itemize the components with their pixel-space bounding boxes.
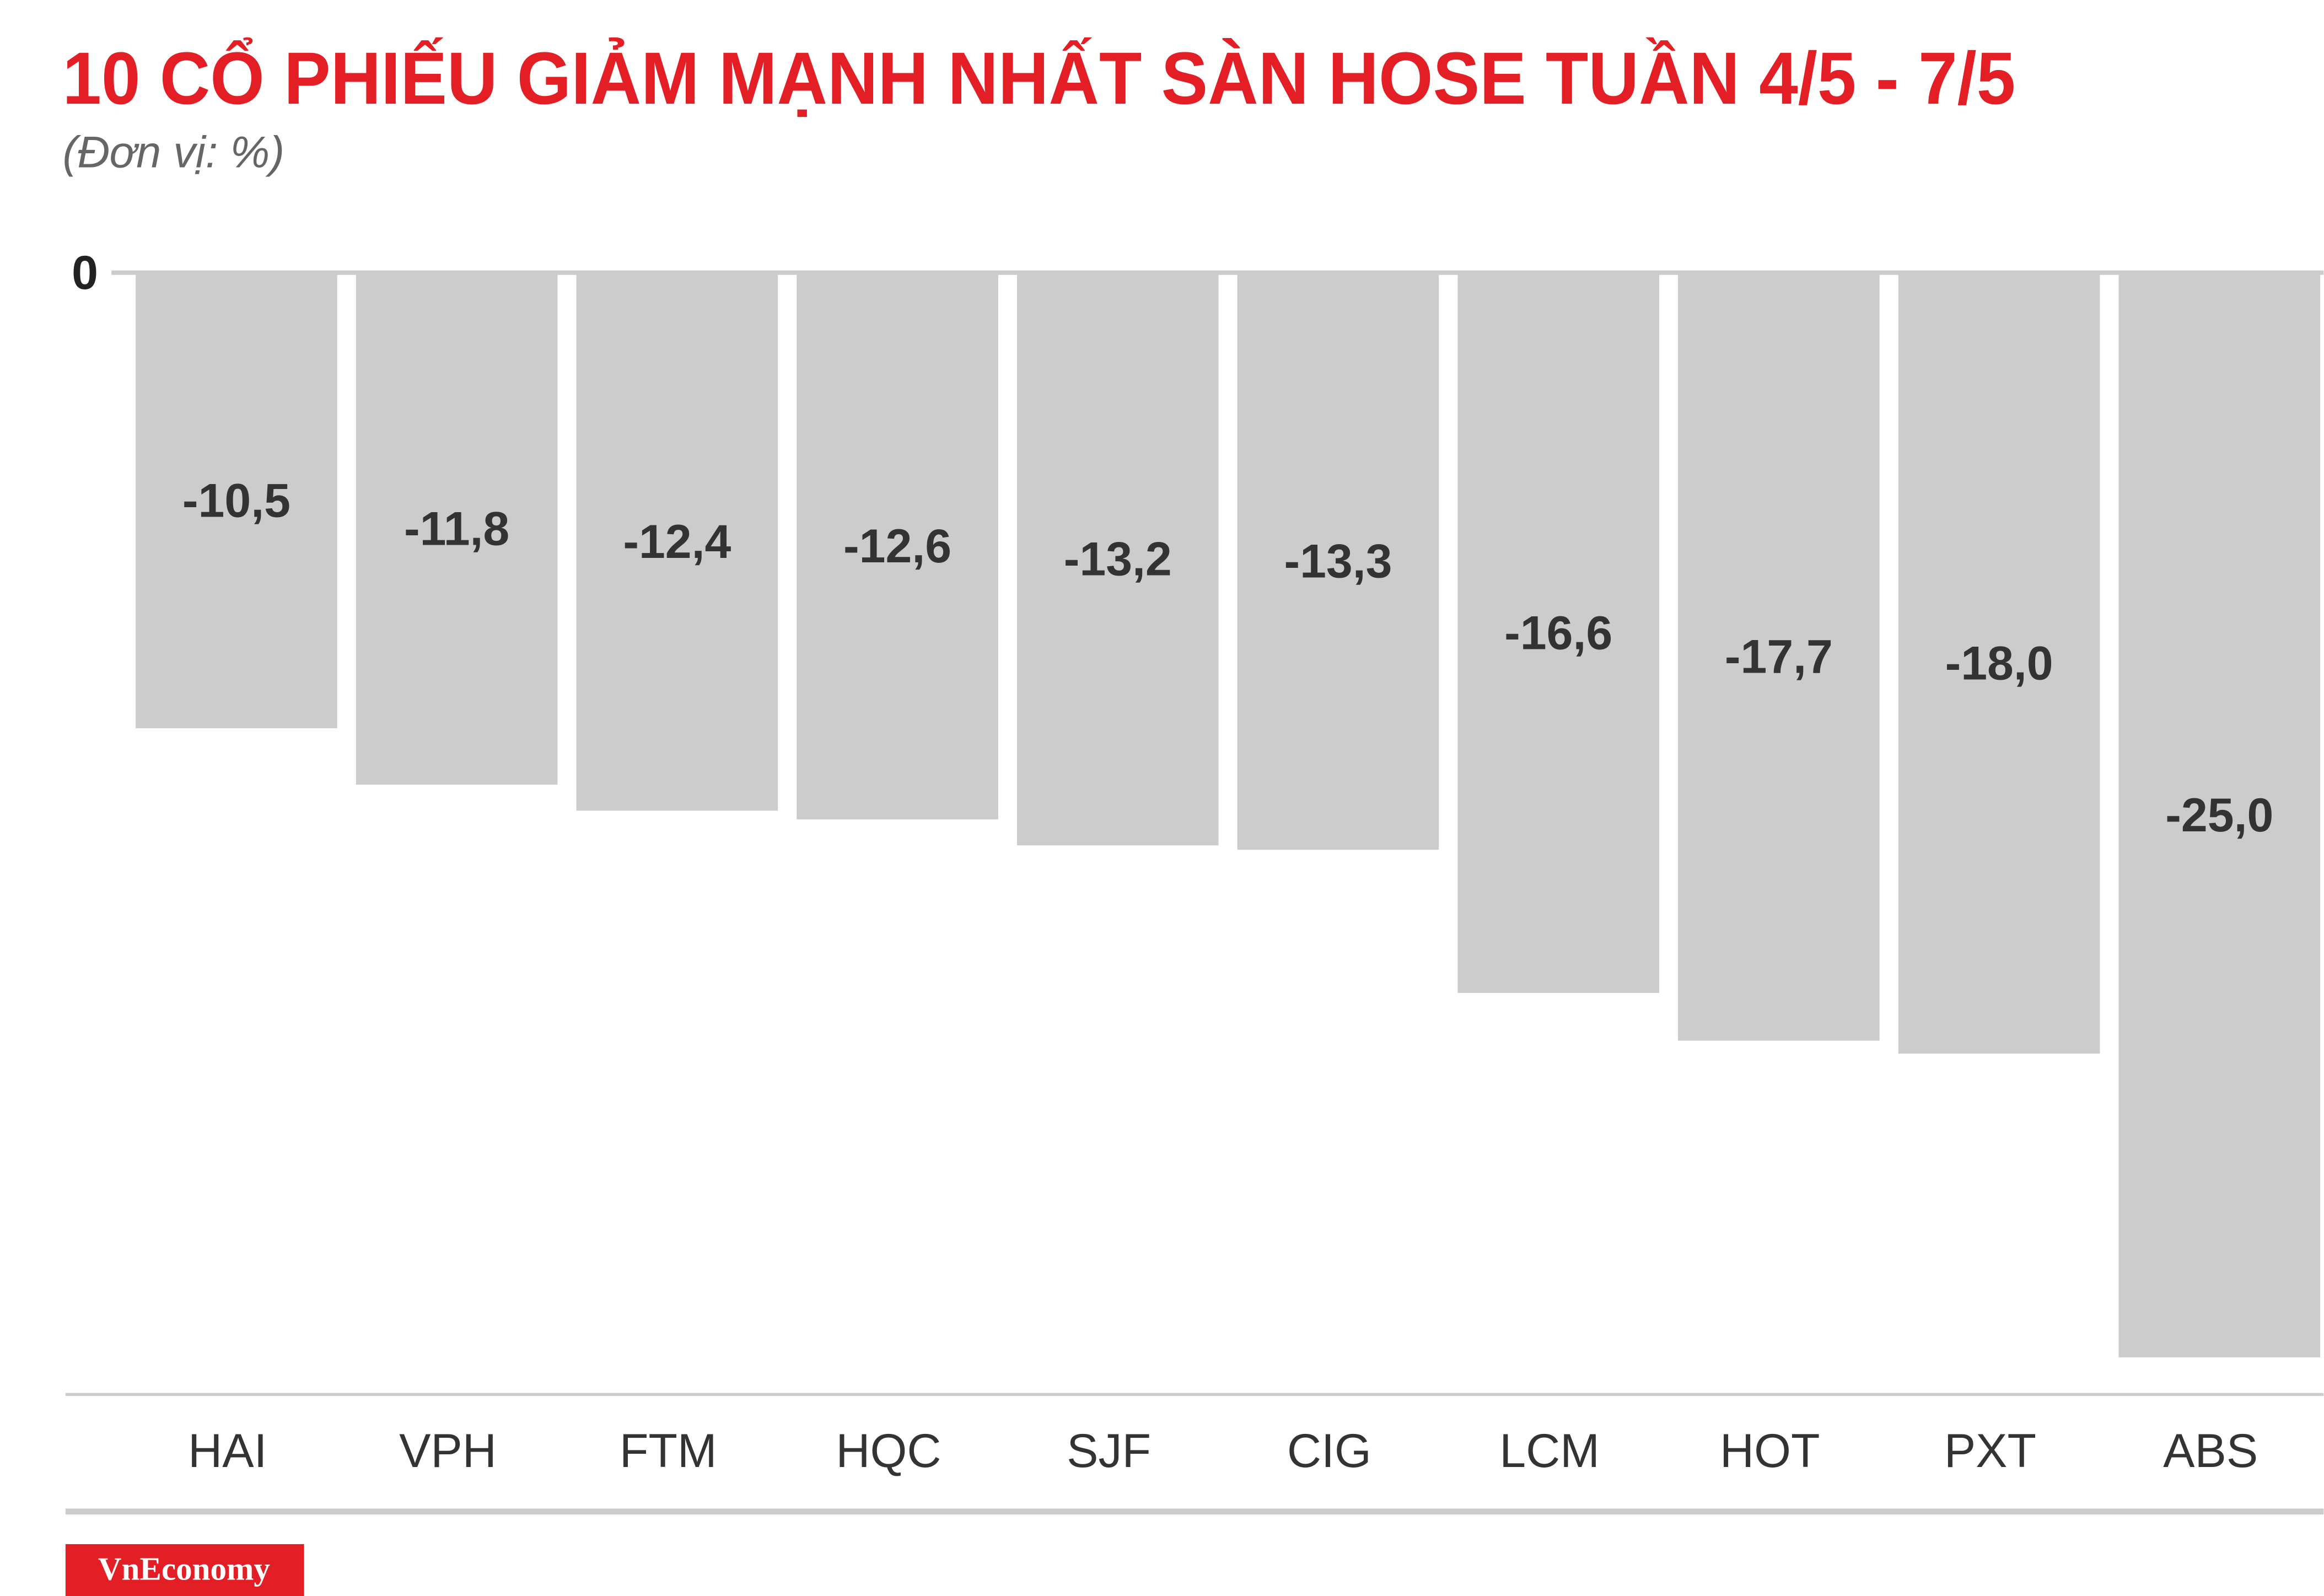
value-label: -18,0 [1945, 637, 2053, 690]
value-label: -11,8 [404, 503, 509, 556]
value-label: -25,0 [2165, 789, 2273, 842]
bar [1457, 272, 1659, 993]
x-tick-label: SJF [1067, 1425, 1151, 1477]
bar [1237, 272, 1439, 850]
logo: VnEconomy [98, 1550, 270, 1587]
value-label: -12,4 [623, 515, 731, 568]
x-tick-label: FTM [620, 1425, 717, 1477]
chart-title: 10 CỔ PHIẾU GIẢM MẠNH NHẤT SÀN HOSE TUẦN… [62, 37, 2015, 120]
bar [2118, 272, 2321, 1358]
x-tick-label: HOT [1720, 1425, 1820, 1477]
bar [136, 272, 337, 729]
bar [1016, 272, 1219, 846]
bar [1898, 272, 2100, 1054]
bar [356, 272, 558, 785]
y-tick-label: 0 [72, 246, 98, 299]
bar [576, 272, 778, 811]
x-tick-label: PXT [1944, 1425, 2036, 1477]
chart-subtitle: (Đơn vị: %) [62, 128, 284, 178]
x-tick-label: ABS [2163, 1425, 2258, 1477]
value-label: -16,6 [1504, 606, 1612, 659]
value-label: -17,7 [1725, 631, 1833, 684]
value-label: -10,5 [182, 474, 290, 527]
value-label: -12,6 [843, 520, 951, 573]
x-tick-label: VPH [399, 1425, 497, 1477]
value-label: -13,3 [1284, 535, 1392, 588]
bar [797, 272, 998, 820]
x-tick-label: CIG [1287, 1425, 1371, 1477]
logo-box [65, 1544, 304, 1596]
x-tick-label: LCM [1499, 1425, 1600, 1477]
x-tick-label: HQC [836, 1425, 941, 1477]
x-tick-label: HAI [188, 1425, 267, 1477]
bar [1678, 272, 1880, 1041]
value-label: -13,2 [1064, 533, 1172, 586]
